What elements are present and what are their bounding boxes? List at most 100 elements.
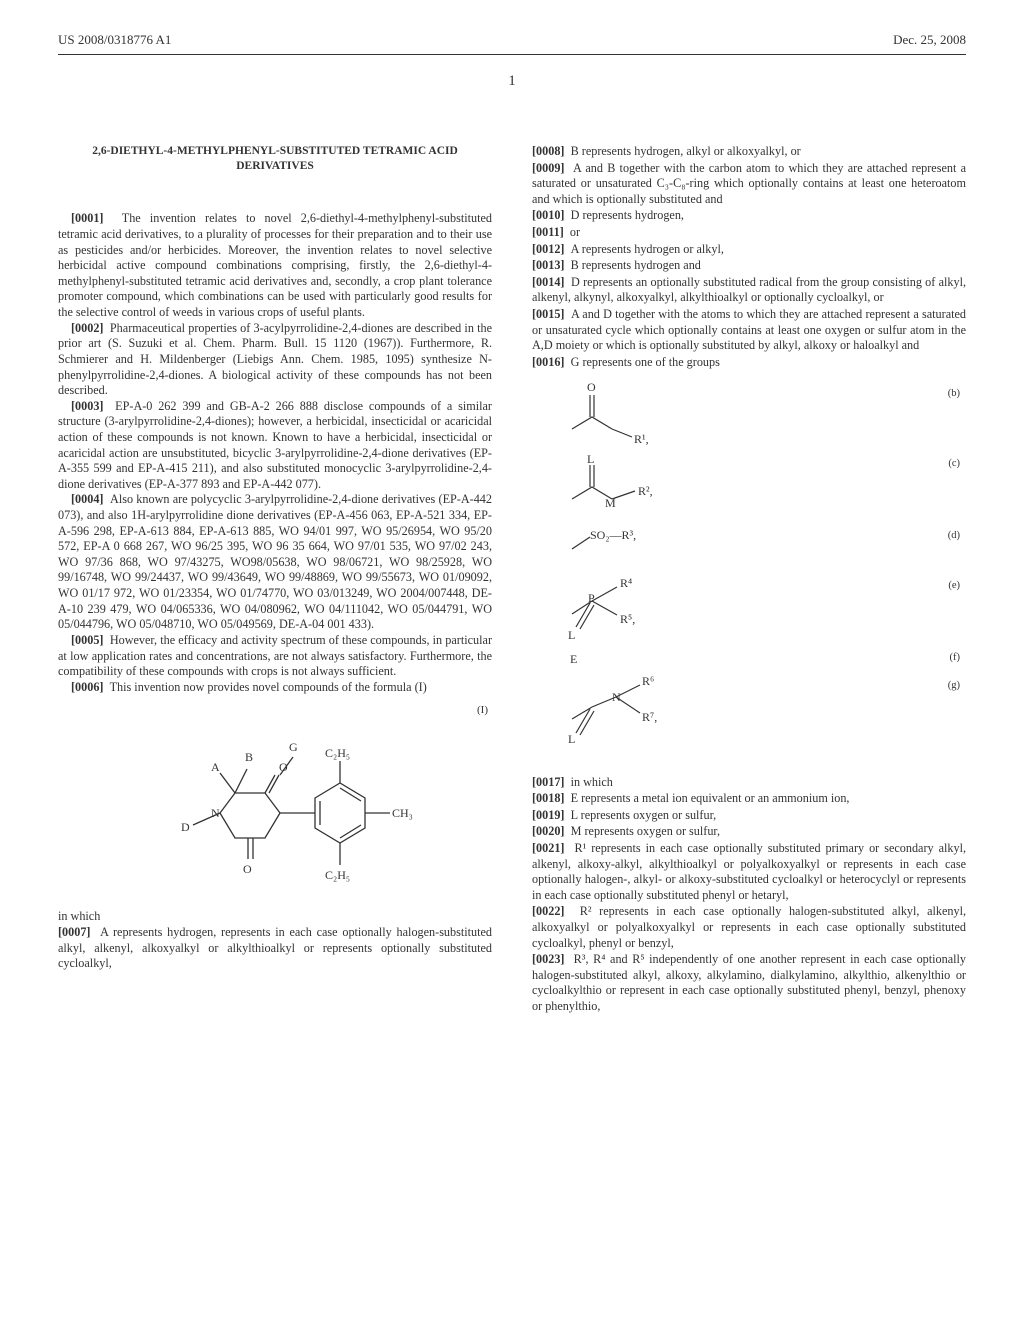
bracket-0008: [0008] <box>532 144 565 158</box>
text-0013: B represents hydrogen and <box>571 258 701 272</box>
bracket-0023: [0023] <box>532 952 565 966</box>
svg-text:O: O <box>587 380 596 394</box>
text-0007: A represents hydrogen, represents in eac… <box>58 925 492 970</box>
bracket-0001: [0001] <box>71 211 104 225</box>
bracket-0003: [0003] <box>71 399 104 413</box>
svg-text:R²,: R², <box>638 484 653 498</box>
text-0016: G represents one of the groups <box>571 355 720 369</box>
bracket-0012: [0012] <box>532 242 565 256</box>
paragraph-0021: [0021] R¹ represents in each case option… <box>532 841 966 903</box>
paragraph-0014: [0014] D represents an optionally substi… <box>532 275 966 306</box>
paragraph-0006: [0006] This invention now provides novel… <box>58 680 492 696</box>
page-number: 1 <box>58 73 966 90</box>
right-column: [0008] B represents hydrogen, alkyl or a… <box>532 144 966 1016</box>
svg-text:CH₃: CH₃ <box>392 806 413 820</box>
svg-text:R⁶: R⁶ <box>642 674 654 688</box>
text-0019: L represents oxygen or sulfur, <box>571 808 717 822</box>
publication-number: US 2008/0318776 A1 <box>58 32 171 48</box>
bracket-0019: [0019] <box>532 808 565 822</box>
publication-date: Dec. 25, 2008 <box>893 32 966 48</box>
paragraph-0013: [0013] B represents hydrogen and <box>532 258 966 274</box>
text-0011: or <box>570 225 580 239</box>
text-0010: D represents hydrogen, <box>571 208 684 222</box>
paragraph-0012: [0012] A represents hydrogen or alkyl, <box>532 242 966 258</box>
paragraph-0001: [0001] The invention relates to novel 2,… <box>58 211 492 320</box>
svg-text:P: P <box>588 591 595 605</box>
svg-text:N: N <box>612 690 621 704</box>
svg-text:L: L <box>568 732 575 746</box>
svg-text:R⁴: R⁴ <box>620 576 632 590</box>
paragraph-0017: [0017] in which <box>532 775 966 791</box>
text-0015: A and D together with the atoms to which… <box>532 307 966 352</box>
paragraph-0023: [0023] R³, R⁴ and R⁵ independently of on… <box>532 952 966 1014</box>
text-0009: A and B together with the carbon atom to… <box>532 161 966 206</box>
bracket-0015: [0015] <box>532 307 565 321</box>
svg-text:R¹,: R¹, <box>634 432 649 446</box>
text-0004: Also known are polycyclic 3-arylpyrrolid… <box>58 492 492 631</box>
formula-I-label: (I) <box>477 703 488 717</box>
paragraph-0003: [0003] EP-A-0 262 399 and GB-A-2 266 888… <box>58 399 492 493</box>
svg-text:O: O <box>279 760 288 774</box>
text-0014: D represents an optionally substituted r… <box>532 275 966 305</box>
body-two-column: 2,6-DIETHYL-4-METHYLPHENYL-SUBSTITUTED T… <box>58 144 966 1016</box>
paragraph-0007: [0007] A represents hydrogen, represents… <box>58 925 492 972</box>
paragraph-0008: [0008] B represents hydrogen, alkyl or a… <box>532 144 966 160</box>
bracket-0007: [0007] <box>58 925 91 939</box>
svg-text:L: L <box>568 628 575 642</box>
svg-text:D: D <box>181 820 190 834</box>
svg-text:M: M <box>605 496 616 510</box>
svg-text:G: G <box>289 740 298 754</box>
bracket-0017: [0017] <box>532 775 565 789</box>
groups-svg: O R¹, L M R², SO₂—R³, P R⁴ R⁵, L E N R⁶ … <box>532 379 952 769</box>
svg-text:SO₂—R³,: SO₂—R³, <box>590 528 636 542</box>
svg-text:O: O <box>243 862 252 876</box>
groups-structures: (b) (c) (d) (e) (f) (g) <box>532 379 966 769</box>
bracket-0018: [0018] <box>532 791 565 805</box>
left-column: 2,6-DIETHYL-4-METHYLPHENYL-SUBSTITUTED T… <box>58 144 492 1016</box>
text-0005: However, the efficacy and activity spect… <box>58 633 492 678</box>
bracket-0020: [0020] <box>532 824 565 838</box>
text-0020: M represents oxygen or sulfur, <box>571 824 720 838</box>
svg-text:R⁷,: R⁷, <box>642 710 657 724</box>
bracket-0014: [0014] <box>532 275 565 289</box>
svg-text:A: A <box>211 760 220 774</box>
svg-text:N: N <box>211 806 220 820</box>
in-which-left: in which <box>58 909 492 925</box>
bracket-0011: [0011] <box>532 225 564 239</box>
svg-text:B: B <box>245 750 253 764</box>
paragraph-0020: [0020] M represents oxygen or sulfur, <box>532 824 966 840</box>
svg-text:C₂H₅: C₂H₅ <box>325 746 350 760</box>
paragraph-0002: [0002] Pharmaceutical properties of 3-ac… <box>58 321 492 399</box>
bracket-0006: [0006] <box>71 680 104 694</box>
bracket-0010: [0010] <box>532 208 565 222</box>
page-header: US 2008/0318776 A1 Dec. 25, 2008 <box>58 32 966 55</box>
text-0002: Pharmaceutical properties of 3-acylpyrro… <box>58 321 492 397</box>
paragraph-0019: [0019] L represents oxygen or sulfur, <box>532 808 966 824</box>
bracket-0013: [0013] <box>532 258 565 272</box>
paragraph-0005: [0005] However, the efficacy and activit… <box>58 633 492 680</box>
paragraph-0015: [0015] A and D together with the atoms t… <box>532 307 966 354</box>
paragraph-0010: [0010] D represents hydrogen, <box>532 208 966 224</box>
text-0008: B represents hydrogen, alkyl or alkoxyal… <box>571 144 801 158</box>
text-0021: R¹ represents in each case optionally su… <box>532 841 966 902</box>
paragraph-0018: [0018] E represents a metal ion equivale… <box>532 791 966 807</box>
text-0023: R³, R⁴ and R⁵ independently of one anoth… <box>532 952 966 1013</box>
paragraph-0009: [0009] A and B together with the carbon … <box>532 161 966 208</box>
text-0022: R² represents in each case optionally ha… <box>532 904 966 949</box>
svg-text:C₂H₅: C₂H₅ <box>325 868 350 882</box>
paragraph-0016: [0016] G represents one of the groups <box>532 355 966 371</box>
bracket-0022: [0022] <box>532 904 565 918</box>
svg-text:R⁵,: R⁵, <box>620 612 635 626</box>
text-0018: E represents a metal ion equivalent or a… <box>571 791 850 805</box>
svg-text:E: E <box>570 652 577 666</box>
text-0001: The invention relates to novel 2,6-dieth… <box>58 211 492 319</box>
paragraph-0022: [0022] R² represents in each case option… <box>532 904 966 951</box>
chemical-structure-I: CH₃ C₂H₅ C₂H₅ O G O A B D N <box>125 713 425 903</box>
bracket-0016: [0016] <box>532 355 565 369</box>
paragraph-0004: [0004] Also known are polycyclic 3-arylp… <box>58 492 492 632</box>
bracket-0004: [0004] <box>71 492 104 506</box>
document-title: 2,6-DIETHYL-4-METHYLPHENYL-SUBSTITUTED T… <box>58 144 492 173</box>
bracket-0009: [0009] <box>532 161 565 175</box>
text-0012: A represents hydrogen or alkyl, <box>571 242 724 256</box>
bracket-0005: [0005] <box>71 633 104 647</box>
